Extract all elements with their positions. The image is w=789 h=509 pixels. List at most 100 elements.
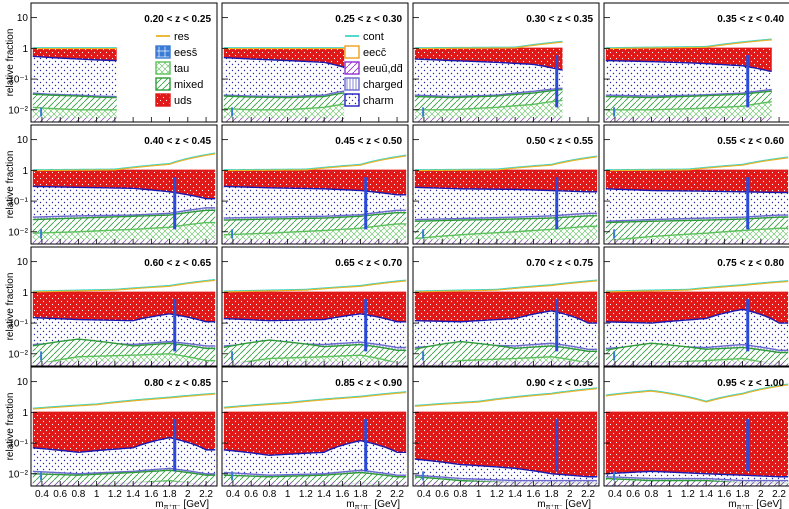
charm-edge: [414, 58, 563, 71]
panel-8: 0.55 < z < 0.60: [603, 124, 789, 245]
charm-band: [414, 59, 563, 97]
y-axis-title: relative fraction: [5, 273, 16, 341]
uds-band: [605, 170, 789, 193]
res-line: [605, 39, 772, 50]
charm-band: [605, 188, 789, 222]
legend-swatch: [155, 93, 171, 107]
ees-blip: [40, 107, 43, 117]
x-tick-label: 0.6: [53, 489, 67, 500]
z-range-label: 0.35 < z < 0.40: [717, 14, 784, 25]
mixed-band: [605, 343, 789, 366]
legend-swatch: [344, 77, 360, 91]
charm-spike: [555, 299, 559, 352]
eeuu-band: [223, 117, 345, 122]
legend-item-charm: charm: [344, 93, 394, 107]
panel-frame: [30, 2, 218, 123]
x-tick-label: 1: [285, 489, 291, 500]
legend: res eess̄ tau mixed uds cont eecc̄ eeuū,dd̄ char…: [155, 31, 403, 107]
y-tick-label: 10: [17, 135, 29, 146]
ees-blip: [40, 351, 43, 361]
legend-label: mixed: [174, 79, 203, 91]
panel-frame: [603, 2, 789, 123]
ees-blip: [231, 471, 234, 481]
x-tick-label: 0.4: [608, 489, 622, 500]
x-tick-label: 2: [185, 489, 191, 500]
mixed-band: [605, 217, 789, 242]
mixed-edge: [223, 471, 407, 478]
panel-10: 0.65 < z < 0.70: [221, 246, 409, 367]
panel-frame: [221, 366, 409, 487]
x-axis-title: mπ⁺π⁻ [GeV]: [346, 499, 400, 509]
charm-edge: [32, 436, 216, 454]
res-line: [223, 391, 407, 409]
charm-edge: [605, 188, 789, 194]
panel-frame: [412, 246, 600, 367]
y-tick-label: 10: [17, 257, 29, 268]
charged-edge: [605, 214, 789, 222]
x-tick-label: 1.2: [681, 489, 695, 500]
cont-line: [223, 154, 407, 170]
legend-item-tau: tau: [155, 61, 189, 75]
z-range-label: 0.40 < z < 0.45: [144, 136, 211, 147]
mixed-edge: [414, 89, 563, 99]
charm-spike: [364, 299, 368, 352]
legend-label: charged: [363, 79, 403, 91]
eeuu-band: [414, 117, 563, 122]
panel-frame: [221, 124, 409, 245]
x-tick-label: 1.6: [526, 489, 540, 500]
x-tick-label: 1: [94, 489, 100, 500]
x-tick-label: 0.6: [626, 489, 640, 500]
mixed-edge: [32, 338, 216, 350]
x-tick-label: 0.4: [35, 489, 49, 500]
x-tick-label: 1.2: [490, 489, 504, 500]
ees-blip: [231, 107, 234, 117]
eeuu-band: [414, 361, 598, 366]
y-tick-label: 10⁻²: [8, 469, 28, 480]
y-tick-label: 1: [22, 288, 28, 299]
legend-swatch: [155, 45, 171, 59]
cont-line: [32, 278, 216, 292]
x-tick-label: 0.8: [71, 489, 85, 500]
panel-frame: [30, 124, 218, 245]
res-line: [32, 152, 216, 172]
y-tick-label: 1: [22, 166, 28, 177]
charm-spike: [746, 55, 750, 108]
panel-frame: [221, 2, 409, 123]
x-tick-label: 2: [376, 489, 382, 500]
x-axis-title: mπ⁺π⁻ [GeV]: [537, 499, 591, 509]
mixed-edge: [605, 90, 772, 99]
uds-band: [223, 48, 345, 67]
cont-line: [605, 383, 789, 402]
charged-edge: [414, 87, 563, 98]
z-range-label: 0.60 < z < 0.65: [144, 258, 211, 269]
charged-edge: [605, 476, 789, 482]
eeuu-band: [32, 361, 216, 366]
res-line: [414, 387, 598, 407]
charm-band: [605, 60, 772, 97]
x-tick-label: 2.2: [581, 489, 595, 500]
y-tick-label: 10⁻²: [8, 227, 28, 238]
x-tick-label: 0.4: [226, 489, 240, 500]
z-range-label: 0.30 < z < 0.35: [526, 14, 593, 25]
uds-band: [223, 292, 407, 322]
res-line: [605, 280, 789, 293]
mixed-edge: [414, 215, 598, 222]
mixed-band: [605, 91, 772, 110]
ees-blip: [40, 471, 43, 481]
panel-frame: [221, 246, 409, 367]
x-tick-label: 1.8: [545, 489, 559, 500]
y-tick-label: 10⁻²: [8, 349, 28, 360]
panel-frame: [412, 124, 600, 245]
cont-line: [605, 156, 789, 170]
cont-line: [605, 38, 772, 48]
ees-blip: [613, 471, 616, 481]
legend-swatch: [155, 77, 171, 91]
charm-spike: [555, 177, 559, 230]
y-axis-title: relative fraction: [5, 151, 16, 219]
eeuu-band: [32, 117, 118, 122]
legend-item-charged: charged: [344, 77, 403, 91]
uds-band: [223, 412, 407, 456]
panel-11: 0.70 < z < 0.75: [412, 246, 600, 367]
